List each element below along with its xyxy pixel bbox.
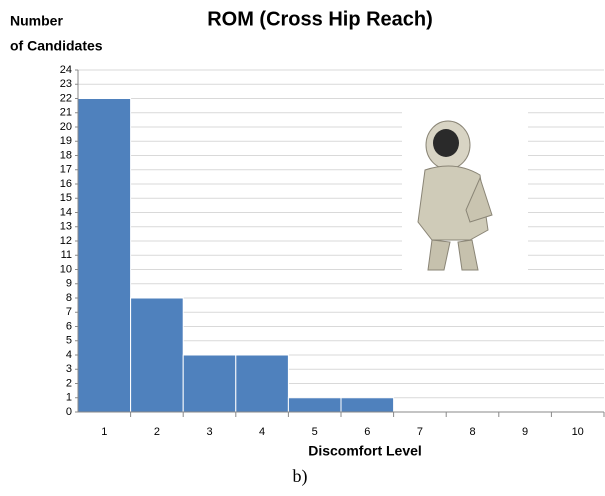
x-tick-label: 7	[417, 426, 423, 438]
y-tick-label: 21	[60, 107, 72, 119]
y-tick-label: 13	[60, 221, 72, 233]
caption: b)	[293, 466, 308, 487]
y-tick-label: 23	[60, 78, 72, 90]
x-tick-label: 8	[469, 426, 475, 438]
y-tick-label: 9	[66, 278, 72, 290]
y-tick-label: 18	[60, 149, 72, 161]
bars	[77, 98, 395, 413]
legs	[427, 239, 479, 271]
y-tick-label: 4	[66, 349, 72, 361]
y-axis-label: of Candidates	[10, 38, 103, 54]
y-tick-label: 2	[66, 377, 72, 389]
bar	[130, 297, 184, 413]
bar	[340, 397, 395, 413]
x-tick-label: 2	[154, 426, 160, 438]
x-tick-label: 3	[206, 426, 212, 438]
y-tick-label: 5	[66, 335, 72, 347]
x-tick-label: 9	[522, 426, 528, 438]
x-tick-label: 6	[364, 426, 370, 438]
axes: 0123456789101112131415161718192021222324…	[60, 64, 605, 438]
y-tick-label: 1	[66, 392, 72, 404]
x-tick-label: 4	[259, 426, 265, 438]
y-tick-label: 3	[66, 363, 72, 375]
y-tick-label: 6	[66, 320, 72, 332]
y-tick-label: 19	[60, 135, 72, 147]
y-tick-label: 20	[60, 121, 72, 133]
x-tick-label: 1	[101, 426, 107, 438]
bar	[287, 397, 342, 413]
y-tick-label: 7	[66, 306, 72, 318]
y-tick-label: 15	[60, 192, 72, 204]
y-tick-label: 22	[60, 92, 72, 104]
visor	[433, 129, 459, 157]
y-tick-label: 14	[60, 206, 72, 218]
bar	[182, 354, 237, 413]
y-tick-label: 8	[66, 292, 72, 304]
x-axis-label: Discomfort Level	[308, 443, 422, 459]
arm	[465, 176, 493, 223]
y-tick-label: 11	[61, 249, 72, 261]
y-tick-label: 16	[60, 178, 72, 190]
y-tick-label: 17	[60, 164, 72, 176]
y-tick-label: 24	[60, 64, 72, 76]
y-axis-label: Number	[10, 13, 63, 29]
x-tick-label: 10	[572, 426, 584, 438]
y-tick-label: 10	[60, 263, 72, 275]
y-tick-label: 0	[66, 406, 72, 418]
astronaut-image	[402, 100, 528, 275]
bar	[235, 354, 289, 413]
chart-title: ROM (Cross Hip Reach)	[207, 8, 433, 30]
x-tick-label: 5	[312, 426, 318, 438]
bar	[77, 98, 132, 413]
y-tick-label: 12	[60, 235, 72, 247]
